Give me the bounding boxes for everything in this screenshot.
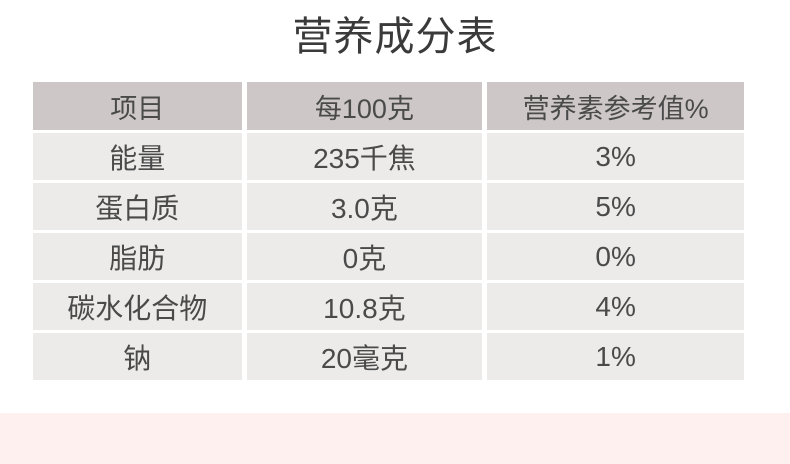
page-title: 营养成分表 [292, 15, 498, 59]
column-header-item: 项目 [33, 82, 242, 130]
table-row-protein: 蛋白质 3.0克 5% [33, 183, 744, 230]
cell-item: 脂肪 [33, 233, 242, 280]
cell-item: 碳水化合物 [33, 283, 242, 330]
cell-nrv: 5% [487, 183, 744, 230]
cell-item: 钠 [33, 333, 242, 380]
nutrition-table: 项目 每100克 营养素参考值% 能量 235千焦 3% 蛋白质 3.0克 5%… [28, 79, 749, 383]
cell-item: 蛋白质 [33, 183, 242, 230]
cell-nrv: 1% [487, 333, 744, 380]
cell-item: 能量 [33, 133, 242, 180]
footer-pink-band [0, 413, 790, 464]
cell-per100g: 10.8克 [246, 283, 483, 330]
table-header-row: 项目 每100克 营养素参考值% [33, 82, 744, 130]
cell-per100g: 0克 [246, 233, 483, 280]
cell-nrv: 4% [487, 283, 744, 330]
cell-per100g: 20毫克 [246, 333, 483, 380]
table-row-carbohydrate: 碳水化合物 10.8克 4% [33, 283, 744, 330]
table-row-fat: 脂肪 0克 0% [33, 233, 744, 280]
column-header-per100g: 每100克 [246, 82, 483, 130]
table-row-energy: 能量 235千焦 3% [33, 133, 744, 180]
table-row-sodium: 钠 20毫克 1% [33, 333, 744, 380]
cell-nrv: 3% [487, 133, 744, 180]
cell-nrv: 0% [487, 233, 744, 280]
cell-per100g: 235千焦 [246, 133, 483, 180]
cell-per100g: 3.0克 [246, 183, 483, 230]
column-header-nrv: 营养素参考值% [487, 82, 744, 130]
